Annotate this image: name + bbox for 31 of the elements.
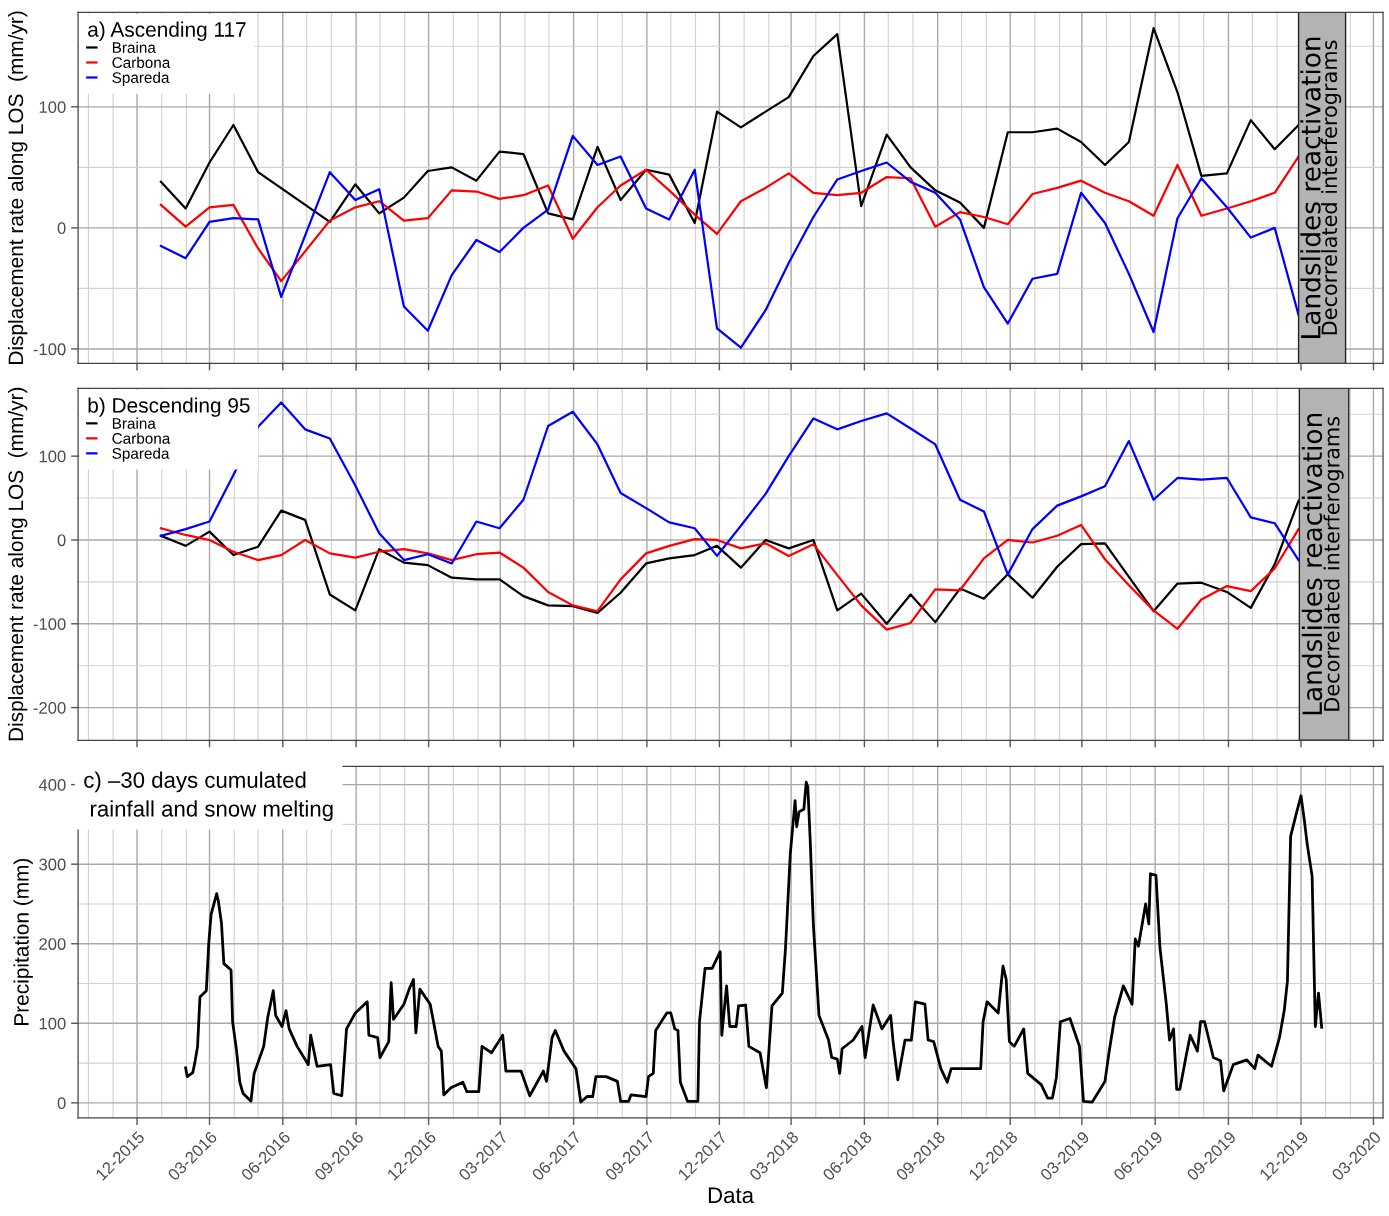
band-label: Landslides reactivation Decorrelated interferograms: [1300, 37, 1342, 338]
line-series: [159, 523, 1300, 631]
y-tick-label: -100: [33, 343, 66, 356]
y-tick-label: 200: [39, 938, 66, 950]
legend-label: Spareda: [112, 447, 170, 462]
y-tick-label: 0: [57, 534, 66, 547]
line-series: [159, 499, 1300, 625]
y-tick-label: 100: [39, 101, 66, 114]
y-tick-label: -100: [33, 618, 66, 630]
legend-label: Braina: [112, 417, 156, 429]
y-axis-title: Displacement rate along LOS (mm/yr): [7, 11, 28, 364]
legend-label: Carbona: [112, 56, 171, 68]
y-tick-label: 300: [39, 858, 66, 871]
y-tick-label: 100: [39, 450, 66, 463]
y-axis-title: Displacement rate along LOS (mm/yr): [7, 387, 28, 741]
y-tick-label: 0: [57, 1097, 66, 1110]
legend-title: b) Descending 95: [88, 397, 250, 417]
y-tick-label: 100: [39, 1017, 66, 1030]
legend-label: Braina: [112, 41, 156, 53]
x-axis-title: Data: [708, 1187, 755, 1204]
y-tick-label: -200: [33, 702, 66, 714]
y-tick-label: 0: [57, 222, 66, 235]
line-series: [159, 134, 1300, 349]
y-tick-label: 400: [38, 779, 66, 791]
legend-label: Carbona: [112, 432, 171, 444]
legend-title: a) Ascending 117: [88, 21, 246, 41]
line-series: [159, 155, 1300, 283]
band-label: Landslides reactivation Decorrelated interferograms: [1301, 413, 1344, 715]
y-axis-title: Precipitation (mm): [13, 858, 33, 1025]
text: c) –30 days cumulated rainfall and snow melting: [84, 771, 333, 822]
legend-label: Spareda: [112, 71, 170, 87]
